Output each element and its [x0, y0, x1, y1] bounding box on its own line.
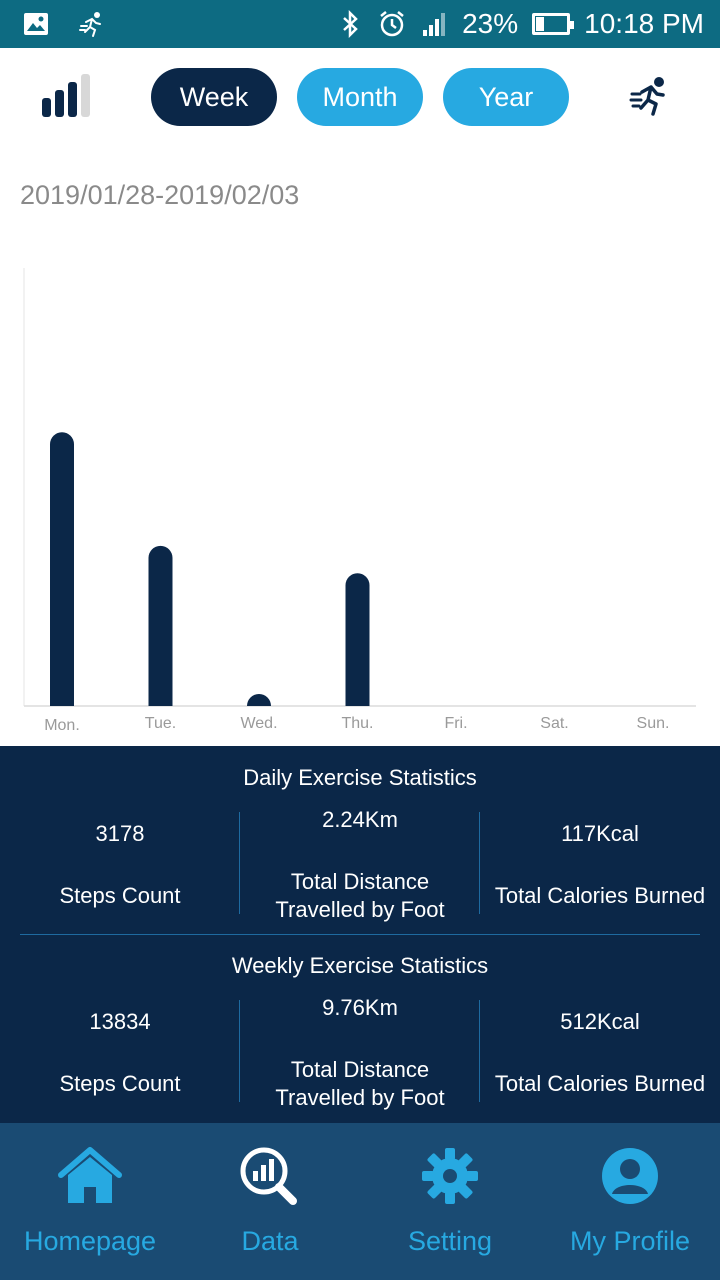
weekly-stats-title: Weekly Exercise Statistics: [231, 953, 489, 978]
gallery-notification-icon: [24, 13, 48, 35]
status-bar: 23% 10:18 PM: [0, 0, 720, 48]
daily-steps-value: 3178: [95, 821, 145, 846]
divider: [479, 1000, 480, 1102]
x-tick-label: Fri.: [444, 715, 467, 732]
date-range: 2019/01/28-2019/02/03: [20, 180, 300, 210]
x-tick-label: Thu.: [341, 715, 373, 732]
nav-my-profile-label: My Profile: [569, 1226, 691, 1256]
daily-calories-value: 117Kcal: [561, 821, 639, 846]
nav-data[interactable]: Data: [180, 1123, 360, 1280]
alarm-icon: [380, 11, 404, 37]
app-logo-bars-icon: [42, 74, 90, 117]
home-icon: [58, 1147, 122, 1203]
exercise-stats-panel: Daily Exercise Statistics 3178 Steps Cou…: [0, 746, 720, 1123]
battery-percent: 23%: [462, 8, 519, 39]
weekly-steps-value: 13834: [89, 1009, 151, 1034]
weekly-distance-value: 9.76Km: [322, 995, 398, 1020]
bottom-navigation: Homepage Data Setting: [0, 1123, 720, 1280]
weekly-steps-label: Steps Count: [59, 1071, 181, 1096]
bluetooth-icon: [343, 10, 358, 38]
weekly-distance-label-line1: Total Distance: [290, 1057, 430, 1082]
daily-distance-label-line1: Total Distance: [290, 869, 430, 894]
section-divider: [20, 934, 700, 935]
x-tick-label: Wed.: [240, 715, 277, 732]
divider: [479, 812, 480, 914]
divider: [239, 1000, 240, 1102]
gear-icon: [422, 1148, 478, 1204]
weekly-calories-value: 512Kcal: [560, 1009, 640, 1034]
cell-signal-icon: [423, 13, 446, 36]
nav-setting[interactable]: Setting: [360, 1123, 540, 1280]
battery-icon: [532, 13, 575, 35]
x-tick-label: Mon.: [44, 717, 80, 734]
bar-mon[interactable]: [50, 432, 74, 706]
daily-distance-label-line2: Travelled by Foot: [275, 897, 445, 922]
weekly-distance-label-line2: Travelled by Foot: [275, 1085, 445, 1110]
running-mode-icon[interactable]: [628, 74, 672, 118]
tab-year[interactable]: Year: [443, 68, 569, 126]
profile-icon: [602, 1148, 658, 1204]
divider: [239, 812, 240, 914]
running-notification-icon: [79, 12, 101, 37]
x-tick-label: Tue.: [145, 715, 176, 732]
x-tick-label: Sat.: [540, 715, 568, 732]
daily-calories-label: Total Calories Burned: [494, 883, 706, 908]
clock: 10:18 PM: [584, 8, 704, 39]
daily-stats-title: Daily Exercise Statistics: [243, 765, 477, 790]
daily-steps-label: Steps Count: [59, 883, 181, 908]
nav-data-label: Data: [241, 1226, 299, 1256]
tab-month[interactable]: Month: [297, 68, 423, 126]
nav-setting-label: Setting: [407, 1226, 493, 1256]
weekly-calories-label: Total Calories Burned: [494, 1071, 706, 1096]
x-tick-label: Sun.: [637, 715, 670, 732]
weekly-steps-bar-chart: Mon. Tue. Wed. Thu. Fri. Sat. Sun.: [23, 268, 696, 734]
nav-homepage[interactable]: Homepage: [0, 1123, 180, 1280]
tab-week[interactable]: Week: [151, 68, 277, 126]
nav-my-profile[interactable]: My Profile: [540, 1123, 720, 1280]
data-search-icon: [240, 1147, 297, 1205]
bar-tue[interactable]: [148, 545, 173, 706]
bar-thu[interactable]: [345, 573, 370, 706]
daily-distance-value: 2.24Km: [322, 807, 398, 832]
top-toolbar: Week Month Year: [0, 48, 720, 148]
bar-wed[interactable]: [247, 694, 271, 706]
nav-homepage-label: Homepage: [23, 1226, 157, 1256]
